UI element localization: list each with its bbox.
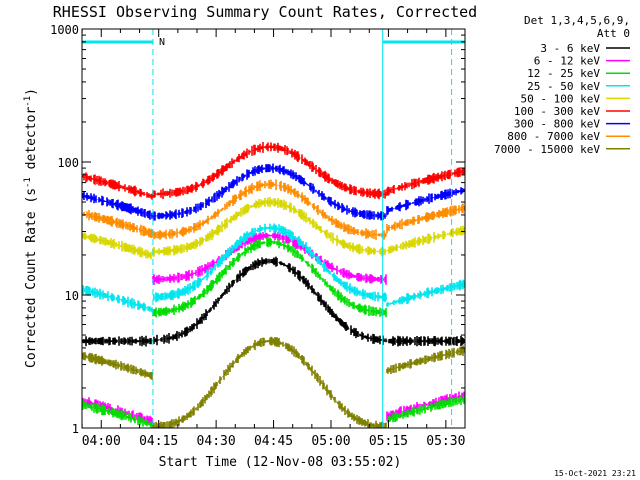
axis-layer: 1 10 100 1000 04:00 04:15 04:30 04:45 05:00 05:15… <box>50 23 466 449</box>
x-tick-label-5: 05:15 <box>369 434 408 449</box>
series-line-5 <box>82 142 465 200</box>
legend-entry-5: 100 - 300 keV <box>514 105 600 118</box>
series-line-7 <box>82 179 465 240</box>
footer-timestamp: 15-Oct-2021 23:21 <box>554 469 636 478</box>
legend-entry-3: 25 - 50 keV <box>527 80 600 93</box>
series-line-4 <box>82 197 465 260</box>
x-tick-label-1: 04:15 <box>139 434 178 449</box>
legend-entry-7: 800 - 7000 keV <box>507 130 600 143</box>
legend-entry-4: 50 - 100 keV <box>521 92 601 105</box>
series-line-3 <box>82 223 465 313</box>
x-tick-label-0: 04:00 <box>82 434 121 449</box>
legend-entry-2: 12 - 25 keV <box>527 67 600 80</box>
legend-entry-6: 300 - 800 keV <box>514 118 600 131</box>
y-tick-label-2: 100 <box>57 156 79 170</box>
chart-title: RHESSI Observing Summary Count Rates, Co… <box>53 3 477 21</box>
series-line-0 <box>82 256 465 347</box>
marker-layer: N <box>82 29 465 428</box>
x-tick-label-3: 04:45 <box>254 434 293 449</box>
y-tick-label-0: 1 <box>72 422 79 436</box>
y-tick-label-1: 10 <box>65 289 79 303</box>
legend-entry-8: 7000 - 15000 keV <box>494 143 600 156</box>
series-line-2 <box>82 237 465 428</box>
legend-entry-0: 3 - 6 keV <box>540 42 600 55</box>
series-line-8 <box>82 336 465 428</box>
x-axis-label: Start Time (12-Nov-08 03:55:02) <box>159 455 402 470</box>
series-line-6 <box>82 163 465 221</box>
y-axis-label: Corrected Count Rate (s-1 detector-1) <box>23 88 39 368</box>
legend-entry-1: 6 - 12 keV <box>534 55 601 68</box>
series-layer <box>82 142 465 428</box>
y-tick-label-3: 1000 <box>50 23 79 37</box>
x-tick-label-2: 04:30 <box>197 434 236 449</box>
x-tick-label-4: 05:00 <box>311 434 350 449</box>
legend-header-line1: Det 1,3,4,5,6,9, <box>524 14 630 27</box>
night-label: N <box>159 37 165 48</box>
legend-header-line2: Att 0 <box>597 27 630 40</box>
x-tick-label-6: 05:30 <box>426 434 465 449</box>
